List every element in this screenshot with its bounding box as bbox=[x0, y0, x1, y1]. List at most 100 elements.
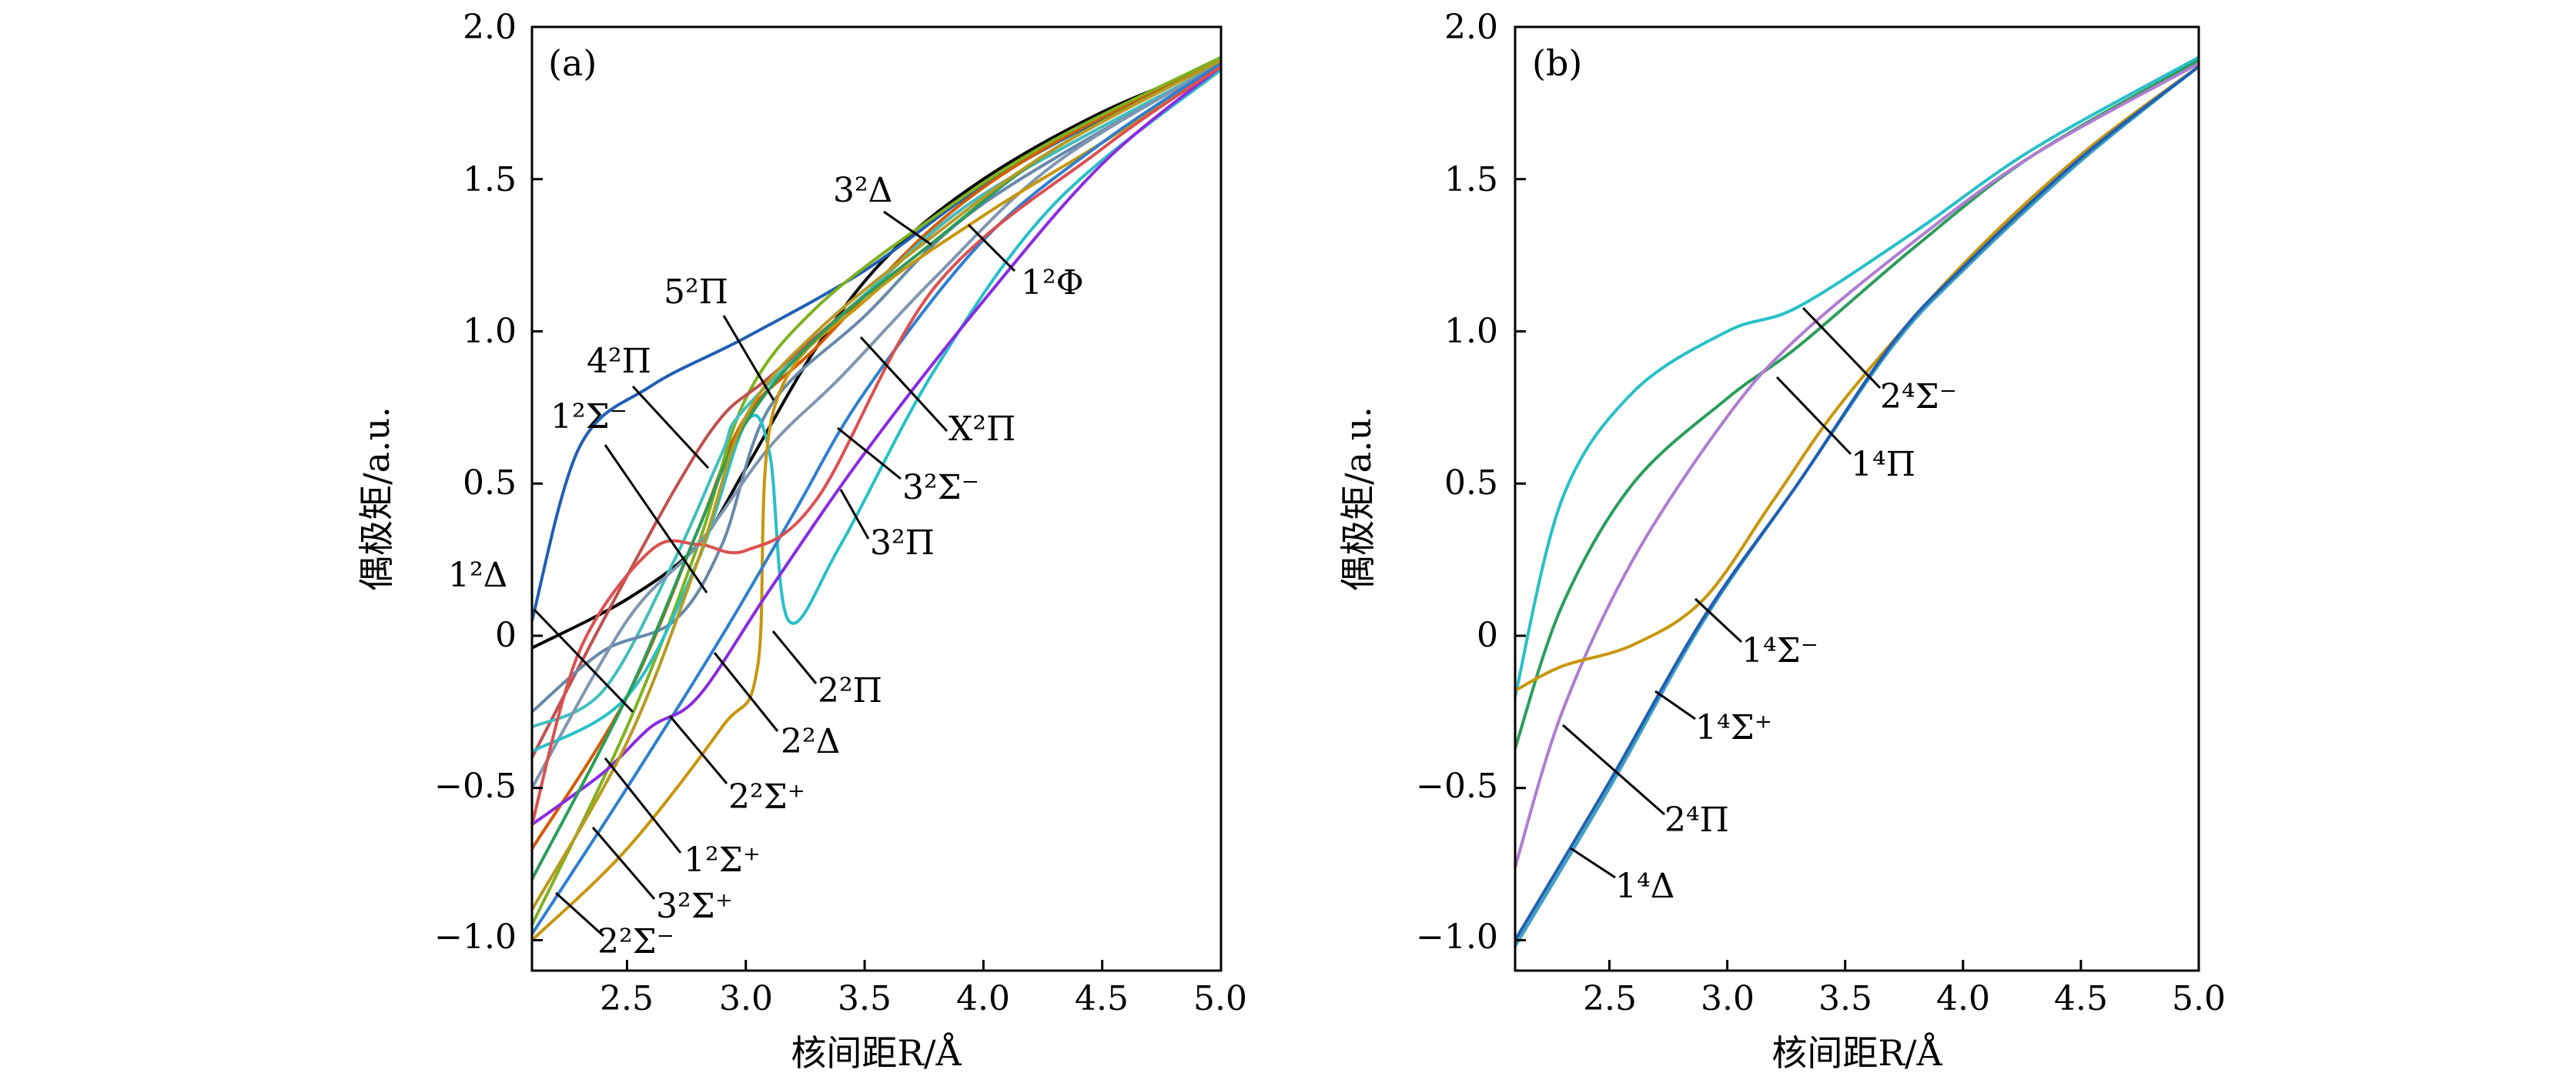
panel-a-leader-line-5 bbox=[604, 444, 708, 593]
panel-b-xtick-label: 4.0 bbox=[1936, 979, 1990, 1018]
panel-b-ytick-label: 0 bbox=[1477, 616, 1498, 655]
panel-b-xtick-label: 4.5 bbox=[2054, 979, 2108, 1018]
panel-a-xtick-label: 4.5 bbox=[1075, 979, 1129, 1018]
panel-a-ytick-label: 2.0 bbox=[463, 8, 517, 47]
panel-b-ytick-label: −1.0 bbox=[1416, 918, 1498, 957]
panel-a-leader-line-1 bbox=[967, 223, 1016, 272]
panel-a-leader-line-2 bbox=[722, 315, 775, 401]
panel-a-xlabel: 核间距R/Å bbox=[791, 1031, 962, 1074]
panel-a-label-2-2-sigma-minus: 2²Σ⁻ bbox=[597, 922, 674, 961]
panel-a-leader-line-9 bbox=[771, 630, 818, 684]
panel-a-leader-line-4 bbox=[859, 336, 948, 433]
panel-b-ytick-label: 2.0 bbox=[1444, 8, 1498, 47]
panel-a-leader-line-3 bbox=[631, 385, 710, 470]
panel-a-leader-line-8 bbox=[533, 608, 634, 714]
panel-a-leader-line-14 bbox=[554, 891, 605, 938]
panel-a-series-line-11 bbox=[530, 65, 1223, 826]
panel-b-label-1-4-pi: 1⁴Π bbox=[1851, 445, 1915, 484]
panel-b-label-1-4-delta: 1⁴Δ bbox=[1615, 867, 1674, 906]
panel-b-label-1-4-sigma-plus: 1⁴Σ⁺ bbox=[1695, 708, 1772, 747]
panel-a-frame bbox=[530, 25, 1223, 972]
panel-a-ytick-label: 1.5 bbox=[463, 160, 517, 199]
panel-a-series-line-6 bbox=[530, 62, 1223, 714]
panel-a-series bbox=[530, 55, 1223, 941]
panel-a-leader-line-11 bbox=[668, 715, 728, 784]
panel-b-ticks bbox=[1515, 25, 2200, 971]
panel-b-series-line-1 bbox=[1514, 58, 2200, 749]
panel-a-series-line-12 bbox=[530, 65, 1223, 825]
panel-b-ytick-label: 1.0 bbox=[1444, 312, 1498, 351]
panel-a-leader-line-7 bbox=[839, 489, 870, 540]
panel-b-series-line-2 bbox=[1514, 62, 2200, 868]
panel-a-label-2-2-pi: 2²Π bbox=[818, 671, 882, 710]
panel-b-leader-line-5 bbox=[1570, 847, 1616, 879]
panel-a-label-2-2-sigma-plus: 2²Σ⁺ bbox=[728, 777, 805, 817]
panel-a-series-line-7 bbox=[530, 62, 1223, 789]
panel-b: (b) 2.0 1.5 1.0 0.5 0 −0.5 −1.0 2.5 3.0 … bbox=[1337, 8, 2226, 1074]
panel-a-leader-line-12 bbox=[604, 757, 682, 854]
panel-b-ytick-label: 1.5 bbox=[1444, 160, 1498, 199]
panel-a-ytick-label: −0.5 bbox=[434, 767, 517, 806]
panel-a-series-line-8 bbox=[531, 68, 1223, 754]
panel-b-label-2-4-sigma-minus: 2⁴Σ⁻ bbox=[1880, 377, 1957, 416]
panel-b-xtick-label: 3.5 bbox=[1818, 979, 1872, 1018]
panel-b-leader-line-2 bbox=[1694, 597, 1743, 643]
panel-b-xlabel: 核间距R/Å bbox=[1771, 1031, 1942, 1074]
panel-a-label-1-2-phi: 1²Φ bbox=[1021, 263, 1084, 303]
panel-a-xtick-label: 2.5 bbox=[600, 979, 654, 1018]
panel-b-series-line-3 bbox=[1514, 65, 2200, 692]
panel-b-ylabel: 偶极矩/a.u. bbox=[1337, 406, 1379, 591]
panel-a-label-1-2-sigma-plus: 1²Σ⁺ bbox=[684, 841, 761, 880]
panel-a-label-3-2-sigma-minus: 3²Σ⁻ bbox=[902, 468, 979, 507]
panel-a-xtick-label: 4.0 bbox=[956, 979, 1010, 1018]
panel-b-xtick-label: 2.5 bbox=[1583, 979, 1637, 1018]
panel-a-series-line-3 bbox=[530, 55, 1222, 926]
panel-a-label-1-2-delta: 1²Δ bbox=[448, 556, 507, 595]
panel-b-ytick-label: −0.5 bbox=[1416, 767, 1498, 806]
panel-a-label-1-2-sigma-minus: 1²Σ⁻ bbox=[550, 397, 627, 436]
panel-b-xtick-label: 5.0 bbox=[2172, 979, 2226, 1018]
panel-b-leader-line-3 bbox=[1654, 690, 1696, 720]
panel-a-label-3-2-pi: 3²Π bbox=[870, 523, 935, 563]
panel-a-label-x-2-pi: X²Π bbox=[948, 409, 1015, 449]
panel-a-label-5-2-pi: 5²Π bbox=[664, 272, 728, 312]
panel-a-leader-line-0 bbox=[883, 210, 932, 246]
panel-b-xtick-label: 3.0 bbox=[1701, 979, 1755, 1018]
panel-a-label-2-2-delta: 2²Δ bbox=[781, 722, 840, 761]
panel-a-xtick-label: 3.5 bbox=[838, 979, 892, 1018]
panel-a-label-3-2-sigma-plus: 3²Σ⁺ bbox=[656, 887, 733, 926]
panel-a-leader-lines bbox=[533, 210, 1016, 938]
panel-a-ytick-label: 0 bbox=[495, 616, 517, 655]
panel-b-series bbox=[1514, 55, 2200, 948]
panel-a-tag: (a) bbox=[548, 42, 597, 84]
panel-a-ylabel: 偶极矩/a.u. bbox=[356, 406, 397, 591]
panel-a-label-4-2-pi: 4²Π bbox=[587, 342, 651, 381]
panel-a-ytick-label: 1.0 bbox=[463, 312, 517, 351]
panel-b-leader-line-4 bbox=[1562, 724, 1665, 816]
panel-a-leader-line-13 bbox=[591, 827, 656, 900]
panel-a-series-line-14 bbox=[530, 58, 1222, 911]
panel-b-ytick-label: 0.5 bbox=[1444, 463, 1498, 503]
panel-a-ytick-label: 0.5 bbox=[463, 463, 517, 503]
panel-b-leader-lines bbox=[1562, 306, 1882, 879]
panel-a-xtick-label: 5.0 bbox=[1193, 979, 1247, 1018]
panel-a-ticks bbox=[532, 25, 1223, 971]
panel-b-series-line-0 bbox=[1514, 55, 2200, 697]
panel-b-frame bbox=[1514, 25, 2200, 972]
panel-a-leader-line-10 bbox=[713, 652, 779, 732]
panel-b-label-1-4-sigma-minus: 1⁴Σ⁻ bbox=[1741, 631, 1818, 670]
panel-a-series-line-10 bbox=[530, 62, 1223, 935]
panel-b-tag: (b) bbox=[1532, 42, 1582, 84]
panel-a: (a) 2.0 1.5 1.0 0.5 0 −0.5 −1.0 2.5 3.0 … bbox=[356, 8, 1247, 1074]
panel-a-leader-line-6 bbox=[837, 426, 902, 480]
panel-b-leader-line-0 bbox=[1802, 306, 1882, 389]
panel-a-label-3-2-delta: 3²Δ bbox=[833, 171, 892, 210]
panel-b-label-2-4-pi: 2⁴Π bbox=[1664, 801, 1729, 840]
panel-a-ytick-label: −1.0 bbox=[434, 918, 517, 957]
panel-a-xtick-label: 3.0 bbox=[719, 979, 773, 1018]
panel-b-leader-line-1 bbox=[1775, 376, 1852, 456]
panel-a-series-line-4 bbox=[530, 62, 1222, 759]
panel-a-series-line-9 bbox=[530, 65, 1223, 941]
panel-b-series-line-5 bbox=[1514, 65, 2200, 941]
